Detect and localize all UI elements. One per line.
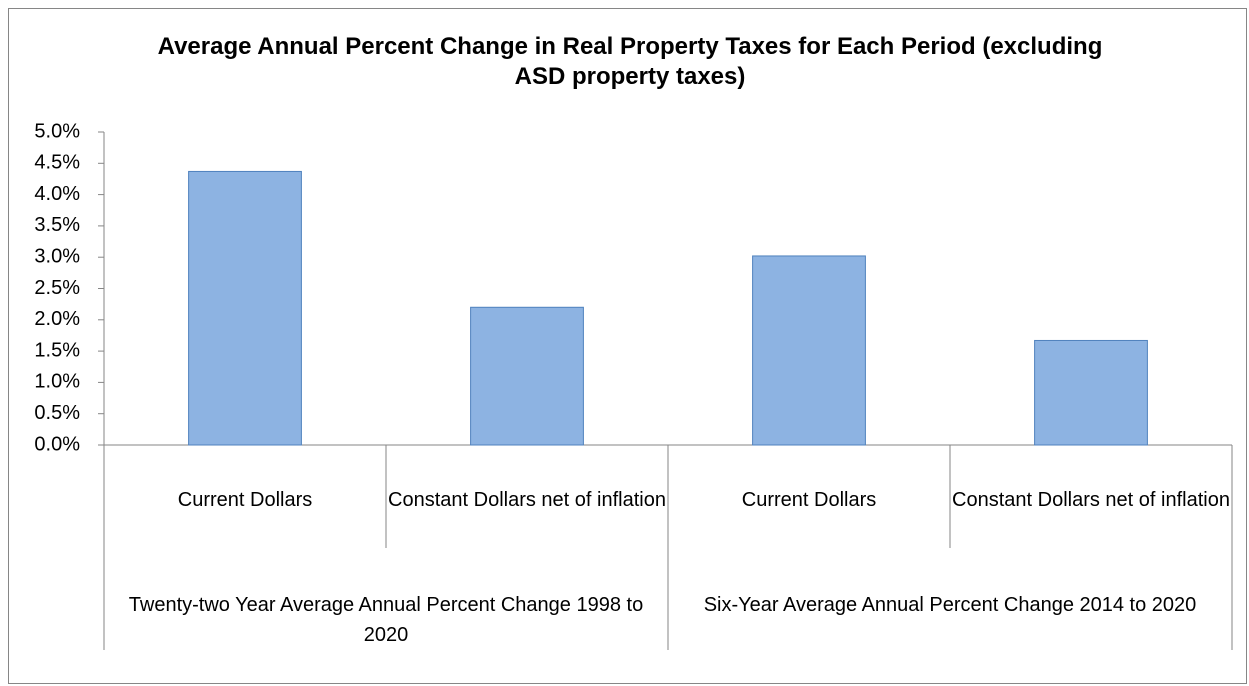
y-tick-label: 3.0% (34, 245, 80, 267)
y-tick-label: 3.5% (34, 214, 80, 236)
y-tick-label: 2.5% (34, 277, 80, 299)
y-tick-label: 2.0% (34, 308, 80, 330)
y-tick-label: 0.0% (34, 433, 80, 455)
bar (470, 306, 584, 446)
x-tick-label: Current Dollars (177, 489, 313, 511)
x-tick-label: Current Dollars (741, 489, 877, 511)
x-tick-label: Constant Dollars net of inflation (388, 489, 666, 511)
chart-title: Average Annual Percent Change in Real Pr… (157, 33, 1103, 90)
y-tick-label: 1.0% (34, 371, 80, 393)
bar (752, 255, 866, 446)
y-tick-label: 1.5% (34, 339, 80, 361)
bar (1034, 339, 1148, 446)
y-tick-label: 5.0% (34, 120, 80, 142)
group-label: Six-Year Average Annual Percent Change 2… (703, 594, 1197, 616)
y-tick-label: 4.5% (34, 152, 80, 174)
group-label: Twenty-two Year Average Annual Percent C… (128, 594, 644, 646)
y-tick-label: 0.5% (34, 402, 80, 424)
bar (188, 170, 302, 446)
x-tick-label: Constant Dollars net of inflation (952, 489, 1230, 511)
y-tick-label: 4.0% (34, 183, 80, 205)
